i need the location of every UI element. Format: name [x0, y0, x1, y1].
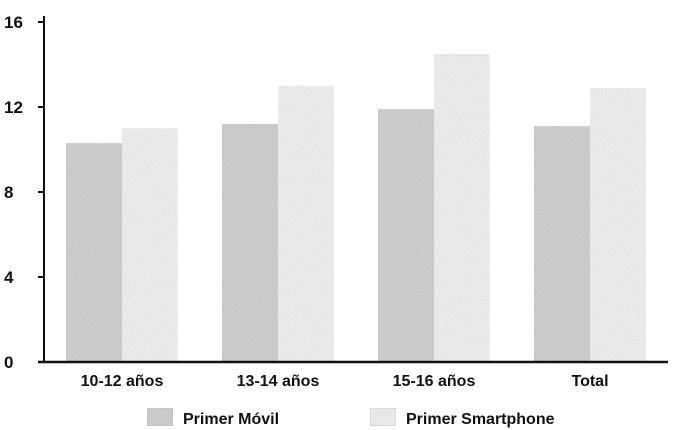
- y-axis-ticks: 0 4 8 12 16: [4, 13, 44, 372]
- bar-primer-smartphone-3: [434, 53, 490, 362]
- x-axis-labels: 10-12 años 13-14 años 15-16 años Total: [81, 373, 609, 390]
- axes-layer: [38, 16, 668, 364]
- legend-label-primer-smartphone: Primer Smartphone: [406, 411, 555, 428]
- y-tick-label: 0: [4, 353, 13, 372]
- bar-primer-smartphone-2: [278, 85, 334, 362]
- x-tick-label: 10-12 años: [81, 373, 164, 390]
- bar-primer-smartphone-4: [590, 87, 646, 362]
- y-tick-label: 8: [4, 183, 13, 202]
- bar-primer-smartphone-1: [122, 128, 178, 362]
- y-tick-label: 12: [4, 98, 23, 117]
- x-tick-label: 15-16 años: [393, 373, 476, 390]
- x-tick-label: Total: [571, 373, 608, 390]
- y-tick-label: 4: [4, 268, 14, 287]
- x-tick-label: 13-14 años: [237, 373, 320, 390]
- legend-swatch-primer-smartphone: [369, 407, 397, 427]
- y-tick-label: 16: [4, 13, 23, 32]
- bar-primer-movil-4: [534, 126, 590, 362]
- bar-primer-movil-3: [378, 109, 434, 362]
- legend-swatch-primer-movil: [146, 407, 174, 427]
- bars-layer: [66, 53, 646, 362]
- bar-primer-movil-2: [222, 124, 278, 362]
- legend: Primer Móvil Primer Smartphone: [146, 407, 555, 428]
- bar-primer-movil-1: [66, 143, 122, 362]
- legend-label-primer-movil: Primer Móvil: [183, 411, 279, 428]
